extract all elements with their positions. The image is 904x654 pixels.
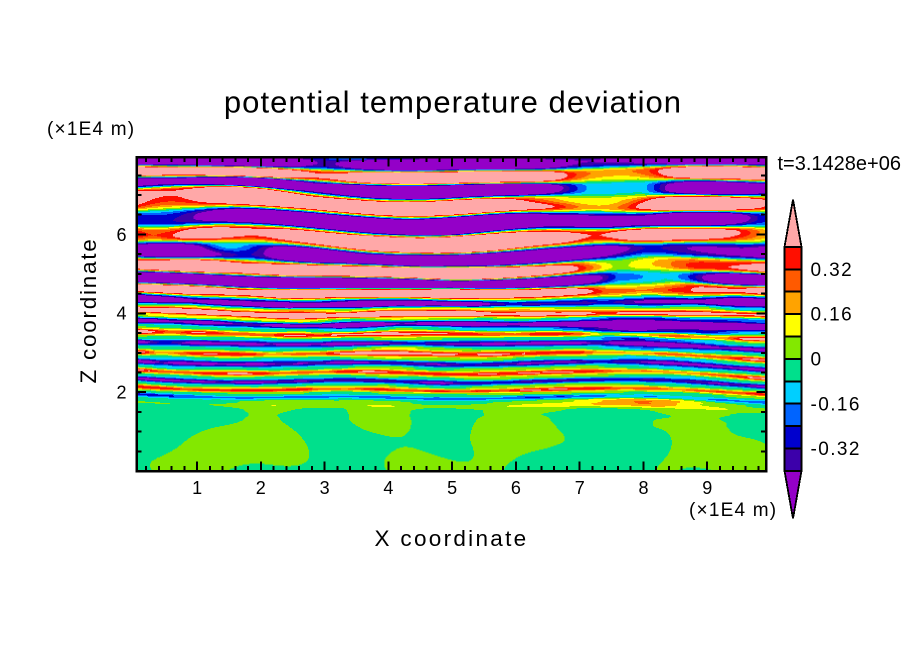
svg-text:7: 7 <box>575 478 585 498</box>
svg-text:0: 0 <box>811 350 823 371</box>
svg-text:(×1E4 m): (×1E4 m) <box>47 119 135 140</box>
svg-text:3: 3 <box>320 478 330 498</box>
svg-text:-0.32: -0.32 <box>811 439 861 460</box>
svg-text:5: 5 <box>447 478 457 498</box>
svg-text:t=3.1428e+06: t=3.1428e+06 <box>778 153 901 175</box>
svg-text:6: 6 <box>116 225 126 245</box>
svg-text:X coordinate: X coordinate <box>375 526 529 551</box>
svg-text:2: 2 <box>256 478 266 498</box>
svg-text:4: 4 <box>383 478 393 498</box>
svg-text:potential temperature deviatio: potential temperature deviation <box>224 85 682 120</box>
svg-text:(×1E4 m): (×1E4 m) <box>689 500 777 521</box>
svg-text:8: 8 <box>638 478 648 498</box>
svg-text:6: 6 <box>511 478 521 498</box>
svg-text:2: 2 <box>116 383 126 403</box>
svg-text:-0.16: -0.16 <box>811 394 861 415</box>
svg-text:0.32: 0.32 <box>811 260 854 281</box>
svg-text:0.16: 0.16 <box>811 305 854 326</box>
svg-text:4: 4 <box>116 304 126 324</box>
svg-text:1: 1 <box>192 478 202 498</box>
svg-text:Z coordinate: Z coordinate <box>76 237 101 383</box>
svg-text:9: 9 <box>702 478 712 498</box>
